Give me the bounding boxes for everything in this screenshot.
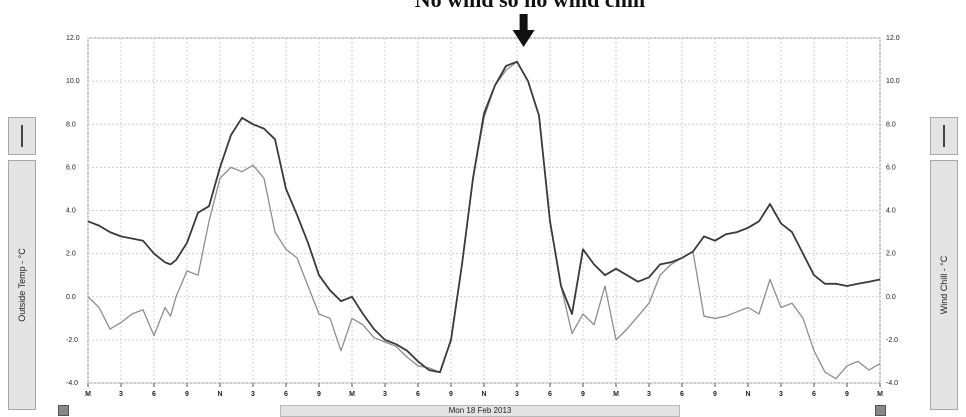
x-tick-label: 9 xyxy=(845,391,849,398)
x-tick-label: 9 xyxy=(317,391,321,398)
y-tick-label-left: 12.0 xyxy=(66,35,80,42)
x-tick-label: 6 xyxy=(152,391,156,398)
down-arrow-icon xyxy=(512,14,535,47)
y-tick-label-right: 6.0 xyxy=(886,164,896,171)
x-tick-label: M xyxy=(613,391,619,398)
y-tick-label-right: -2.0 xyxy=(886,337,898,344)
y-tick-label-right: 10.0 xyxy=(886,78,900,85)
y-tick-label-right: 2.0 xyxy=(886,251,896,258)
date-bar: Mon 18 Feb 2013 xyxy=(280,405,680,417)
bar-icon xyxy=(21,125,23,147)
annotation-text: No wind so no wind chill xyxy=(230,0,830,13)
y-tick-label-left: -2.0 xyxy=(66,337,78,344)
y-tick-label-left: -4.0 xyxy=(66,380,78,387)
x-tick-label: 3 xyxy=(119,391,123,398)
x-tick-label: 9 xyxy=(581,391,585,398)
y-tick-label-left: 6.0 xyxy=(66,164,76,171)
x-tick-label: 9 xyxy=(185,391,189,398)
x-tick-label: 6 xyxy=(812,391,816,398)
y-tick-label-left: 10.0 xyxy=(66,78,80,85)
y-tick-label-left: 2.0 xyxy=(66,251,76,258)
y-tick-label-left: 4.0 xyxy=(66,208,76,215)
outside-temp-line xyxy=(87,60,881,374)
date-label: Mon 18 Feb 2013 xyxy=(448,406,512,415)
x-tick-label: 6 xyxy=(284,391,288,398)
scroll-left-icon[interactable] xyxy=(58,405,69,416)
x-tick-label: 3 xyxy=(515,391,519,398)
x-tick-label: 3 xyxy=(251,391,255,398)
left-axis-toggle-button[interactable] xyxy=(8,117,36,155)
y-tick-label-right: 8.0 xyxy=(886,121,896,128)
x-tick-label: 6 xyxy=(416,391,420,398)
x-tick-label: N xyxy=(217,391,222,398)
x-tick-label: M xyxy=(349,391,355,398)
right-axis-toggle-button[interactable] xyxy=(930,117,958,155)
y-tick-label-right: 4.0 xyxy=(886,208,896,215)
x-tick-label: 3 xyxy=(647,391,651,398)
scroll-right-icon[interactable] xyxy=(875,405,886,416)
x-tick-label: 9 xyxy=(449,391,453,398)
right-axis-label-panel: Wind Chill - °C xyxy=(930,160,958,410)
x-tick-label: 9 xyxy=(713,391,717,398)
y-tick-label-left: 8.0 xyxy=(66,121,76,128)
bar-icon xyxy=(943,125,945,147)
x-tick-label: 3 xyxy=(779,391,783,398)
x-tick-label: 6 xyxy=(548,391,552,398)
y-tick-label-right: 12.0 xyxy=(886,35,900,42)
x-tick-label: 6 xyxy=(680,391,684,398)
left-axis-label-panel: Outside Temp - °C xyxy=(8,160,36,410)
x-tick-label: M xyxy=(877,391,883,398)
x-tick-label: 3 xyxy=(383,391,387,398)
x-tick-label: M xyxy=(85,391,91,398)
y-tick-label-right: 0.0 xyxy=(886,294,896,301)
x-tick-label: N xyxy=(481,391,486,398)
y-tick-label-left: 0.0 xyxy=(66,294,76,301)
x-tick-label: N xyxy=(745,391,750,398)
y-tick-label-right: -4.0 xyxy=(886,380,898,387)
